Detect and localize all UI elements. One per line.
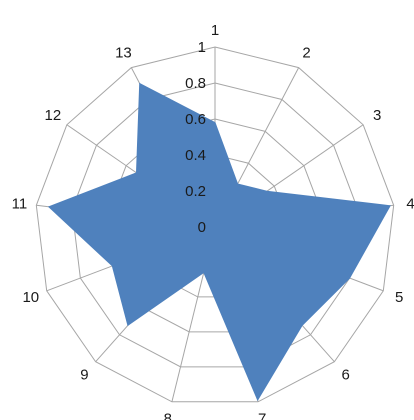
- series-area-1: [47, 82, 391, 402]
- tick-label-0.8: 0.8: [185, 75, 206, 92]
- category-label-6: 6: [341, 366, 349, 383]
- category-label-1: 1: [211, 22, 219, 39]
- category-label-10: 10: [22, 289, 39, 306]
- category-label-13: 13: [115, 45, 132, 62]
- grid-ring-4: [71, 82, 359, 368]
- tick-label-0: 0: [198, 219, 206, 236]
- radar-series: [47, 82, 391, 402]
- tick-label-0.4: 0.4: [185, 147, 206, 164]
- category-label-8: 8: [164, 410, 172, 420]
- grid-ring-3: [107, 118, 323, 333]
- category-label-4: 4: [406, 195, 414, 212]
- category-label-9: 9: [80, 366, 88, 383]
- category-label-11: 11: [12, 195, 28, 212]
- radial-tick-labels: 0 0.2 0.4 0.6 0.8 1: [185, 39, 206, 236]
- category-label-3: 3: [373, 107, 381, 124]
- tick-label-0.2: 0.2: [185, 183, 206, 200]
- tick-label-0.6: 0.6: [185, 111, 206, 128]
- grid-ring-5: [35, 46, 395, 403]
- tick-label-1: 1: [198, 39, 206, 56]
- category-label-5: 5: [395, 289, 403, 306]
- category-label-7: 7: [258, 410, 266, 420]
- category-label-12: 12: [45, 107, 62, 124]
- category-label-2: 2: [302, 45, 310, 62]
